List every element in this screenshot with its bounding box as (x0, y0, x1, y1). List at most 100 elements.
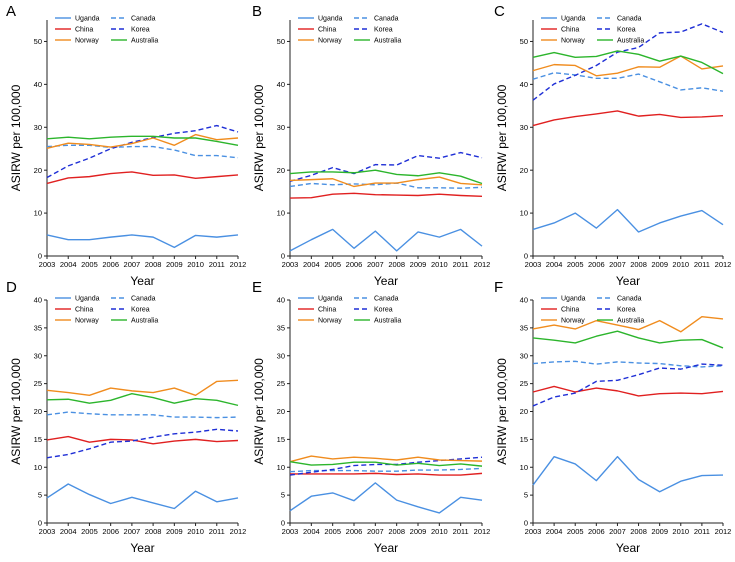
x-tick-label: 2009 (410, 260, 427, 269)
series-line-china (46, 171, 239, 185)
series-line-norway (532, 316, 724, 333)
x-tick-label: 2012 (230, 260, 247, 269)
x-tick-label: 2005 (567, 527, 584, 536)
x-tick-label: 2007 (124, 260, 141, 269)
legend-label-australia: Australia (131, 318, 158, 325)
legend-label-korea: Korea (374, 307, 393, 314)
y-tick-label: 40 (520, 296, 528, 305)
x-tick-label: 2008 (388, 260, 405, 269)
y-axis-label: ASIRW per 100,000 (252, 358, 266, 465)
y-tick-label: 35 (520, 323, 528, 332)
y-tick-label: 20 (34, 407, 42, 416)
legend-label-korea: Korea (617, 27, 636, 34)
legend-label-norway: Norway (318, 38, 342, 45)
series-line-china (46, 435, 239, 445)
panel-letter: D (6, 279, 17, 296)
legend-label-china: China (318, 27, 336, 34)
series-line-norway (532, 55, 724, 77)
y-tick-label: 30 (520, 123, 528, 132)
legend-label-norway: Norway (75, 38, 99, 45)
x-tick-label: 2003 (39, 527, 56, 536)
y-tick-label: 5 (281, 491, 285, 500)
series-line-australia (46, 392, 239, 407)
legend-label-china: China (75, 27, 93, 34)
y-tick-label: 30 (34, 123, 42, 132)
x-tick-label: 2006 (346, 260, 363, 269)
x-tick-label: 2008 (388, 527, 405, 536)
y-tick-label: 5 (38, 491, 42, 500)
x-axis-label: Year (374, 274, 398, 288)
y-tick-label: 0 (281, 252, 285, 261)
legend-label-china: China (561, 27, 579, 34)
panel-f: 0 5 10 15 20 25 30 35 40 2003 2004 2005 2006 2007 2008… (494, 279, 731, 555)
x-tick-label: 2009 (410, 527, 427, 536)
y-tick-label: 50 (520, 37, 528, 46)
legend-label-canada: Canada (374, 296, 399, 303)
y-tick-label: 15 (520, 435, 528, 444)
legend-label-canada: Canada (617, 296, 642, 303)
x-tick-label: 2004 (60, 260, 77, 269)
x-tick-label: 2003 (282, 260, 299, 269)
legend-label-uganda: Uganda (75, 16, 100, 23)
legend-label-uganda: Uganda (561, 16, 586, 23)
series-line-canada (46, 411, 239, 419)
y-axis-label: ASIRW per 100,000 (495, 84, 509, 191)
legend-label-china: China (318, 307, 336, 314)
y-axis-label: ASIRW per 100,000 (252, 84, 266, 191)
series-line-australia (289, 169, 483, 185)
x-tick-label: 2007 (367, 260, 384, 269)
x-axis-label: Year (130, 541, 154, 555)
x-tick-label: 2003 (282, 527, 299, 536)
x-tick-label: 2008 (630, 260, 647, 269)
series-line-uganda (289, 228, 483, 252)
x-tick-label: 2012 (474, 527, 491, 536)
series-line-china (532, 385, 724, 397)
x-tick-label: 2004 (60, 527, 77, 536)
x-tick-label: 2010 (672, 260, 689, 269)
series-line-korea (532, 23, 724, 101)
x-tick-label: 2006 (102, 527, 119, 536)
x-tick-label: 2005 (81, 527, 98, 536)
x-tick-label: 2006 (346, 527, 363, 536)
y-tick-label: 30 (277, 351, 285, 360)
panel-letter: E (252, 279, 262, 296)
series-line-canada (46, 144, 239, 159)
y-tick-label: 20 (277, 166, 285, 175)
y-tick-label: 40 (520, 80, 528, 89)
y-tick-label: 20 (520, 407, 528, 416)
y-tick-label: 10 (277, 209, 285, 218)
legend-label-norway: Norway (561, 38, 585, 45)
y-tick-label: 25 (520, 379, 528, 388)
y-tick-label: 10 (34, 463, 42, 472)
y-axis-label: ASIRW per 100,000 (495, 358, 509, 465)
y-tick-label: 10 (520, 463, 528, 472)
x-tick-label: 2009 (651, 260, 668, 269)
legend-label-australia: Australia (131, 38, 158, 45)
x-tick-label: 2008 (630, 527, 647, 536)
x-axis-label: Year (130, 274, 154, 288)
y-tick-label: 50 (34, 37, 42, 46)
x-tick-label: 2004 (546, 260, 563, 269)
panel-letter: F (494, 279, 503, 296)
y-tick-label: 30 (34, 351, 42, 360)
y-tick-label: 25 (34, 379, 42, 388)
x-tick-label: 2010 (672, 527, 689, 536)
series-line-canada (289, 182, 483, 189)
legend-label-australia: Australia (617, 38, 644, 45)
x-tick-label: 2012 (230, 527, 247, 536)
x-tick-label: 2010 (187, 527, 204, 536)
x-tick-label: 2004 (303, 260, 320, 269)
series-line-norway (46, 133, 239, 149)
y-tick-label: 35 (34, 323, 42, 332)
x-tick-label: 2005 (324, 527, 341, 536)
legend-label-uganda: Uganda (318, 16, 343, 23)
panel-letter: C (494, 3, 505, 20)
y-tick-label: 0 (524, 519, 528, 528)
series-line-china (289, 192, 483, 199)
y-tick-label: 0 (38, 519, 42, 528)
x-tick-label: 2011 (209, 527, 225, 536)
series-line-norway (289, 176, 483, 188)
legend-label-canada: Canada (131, 296, 156, 303)
x-tick-label: 2011 (453, 260, 469, 269)
